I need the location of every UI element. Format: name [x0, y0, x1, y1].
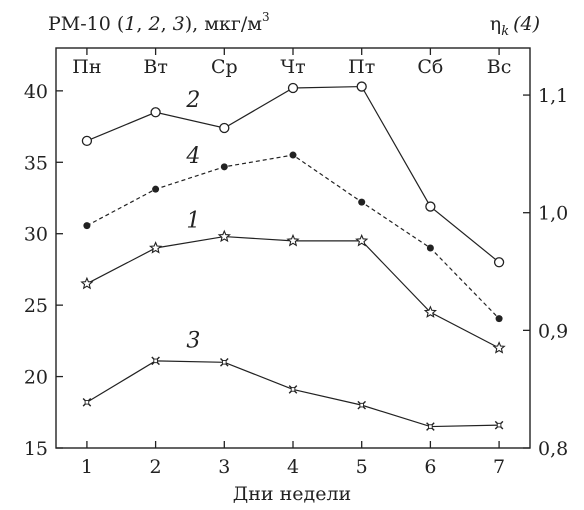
series-lines — [86, 85, 500, 428]
right-axis-title-series: (4) — [513, 13, 540, 35]
right-axis-title-base: η — [490, 13, 501, 35]
point-1-5 — [355, 233, 369, 247]
point-1-1 — [80, 276, 94, 290]
point-3-1-c — [84, 400, 90, 405]
point-3-2 — [151, 356, 160, 366]
point-2-5 — [356, 81, 367, 92]
point-2-6 — [425, 201, 436, 212]
left-axis-title-series-3: 3 — [173, 13, 185, 35]
x-tick-label-4: 4 — [287, 456, 299, 478]
series-label-1: 1 — [186, 209, 200, 234]
point-3-3-c — [222, 360, 227, 365]
right-tick-label-3: 1,1 — [538, 85, 568, 107]
x-tick-label-3: 3 — [218, 456, 230, 478]
point-1-6 — [423, 305, 437, 318]
point-3-2-c — [153, 358, 158, 364]
point-1-2 — [149, 241, 163, 254]
left-axis-title-sep-1: , — [136, 13, 148, 35]
x-tick-label-1: 1 — [81, 456, 93, 478]
point-3-7 — [494, 420, 504, 430]
day-label-4: Пт — [348, 56, 375, 78]
left-tick-label-15: 15 — [24, 438, 48, 460]
point-1-3 — [217, 229, 231, 243]
x-tick-label-6: 6 — [424, 456, 436, 478]
x-tick-label-5: 5 — [356, 456, 368, 478]
point-4-3 — [220, 163, 228, 171]
point-2-3 — [219, 122, 230, 134]
left-axis-title-unit: ), мкг/м — [185, 13, 263, 35]
left-tick-label-25: 25 — [24, 295, 48, 317]
series-line-1 — [86, 235, 500, 349]
point-1-4 — [286, 233, 300, 247]
right-tick-label-1: 0,9 — [538, 320, 568, 342]
right-axis-title-sub: k — [501, 24, 509, 39]
point-4-6 — [426, 244, 434, 252]
day-label-5: Сб — [417, 56, 443, 78]
point-3-7-c — [496, 422, 502, 428]
x-tick-label-7: 7 — [493, 456, 505, 478]
tick-labels: 15 20 25 30 35 40 0,8 0,9 1,0 1,1 1 Пн 2 Вт 3 Ср 4 Чт 5 Пт 6… — [24, 56, 568, 478]
point-3-4 — [288, 385, 298, 394]
day-label-1: Вт — [143, 56, 167, 78]
point-2-2 — [150, 107, 161, 118]
series-line-3 — [86, 360, 500, 428]
right-tick-label-2: 1,0 — [538, 203, 568, 225]
point-2-1 — [81, 135, 93, 147]
point-4-1 — [83, 222, 91, 230]
left-tick-label-20: 20 — [24, 367, 48, 389]
point-4-4 — [289, 151, 297, 159]
ticks — [56, 48, 530, 449]
left-tick-label-30: 30 — [24, 224, 48, 246]
point-4-2 — [152, 185, 160, 193]
x-tick-label-2: 2 — [150, 456, 162, 478]
point-3-6 — [426, 422, 435, 431]
point-3-5-c — [359, 402, 364, 408]
point-2-7 — [493, 257, 505, 268]
right-tick-label-0: 0,8 — [538, 438, 568, 460]
left-axis-title-sep-2: , — [161, 13, 173, 35]
day-label-6: Вс — [487, 56, 512, 78]
day-label-2: Ср — [211, 56, 238, 78]
point-4-7 — [495, 315, 503, 323]
point-3-6-c — [428, 424, 433, 429]
point-1-7 — [492, 341, 506, 354]
point-3-4-c — [290, 387, 296, 392]
point-3-5 — [357, 400, 366, 410]
series-label-3: 3 — [186, 329, 200, 354]
series-label-4: 4 — [185, 144, 200, 169]
point-3-1 — [82, 397, 92, 407]
point-4-5 — [358, 198, 366, 206]
left-axis-title-series-2: 2 — [147, 13, 160, 35]
x-axis-title: Дни недели — [233, 483, 351, 505]
right-axis-title: ηk (4) — [490, 13, 540, 39]
left-axis-title-series-1: 1 — [124, 13, 136, 35]
left-tick-label-35: 35 — [24, 152, 48, 174]
day-label-0: Пн — [72, 56, 101, 78]
left-axis-title: PM-10 (1, 2, 3), мкг/м3 — [48, 10, 270, 35]
point-2-4 — [287, 82, 299, 94]
day-label-3: Чт — [280, 56, 305, 78]
point-3-3 — [220, 357, 229, 367]
left-axis-title-text: PM-10 ( — [48, 13, 124, 35]
series-label-2: 2 — [185, 88, 200, 113]
series-labels: 2 4 1 3 — [185, 88, 200, 354]
left-axis-title-sup: 3 — [262, 10, 270, 24]
series-markers — [80, 81, 506, 431]
left-tick-label-40: 40 — [24, 81, 48, 103]
